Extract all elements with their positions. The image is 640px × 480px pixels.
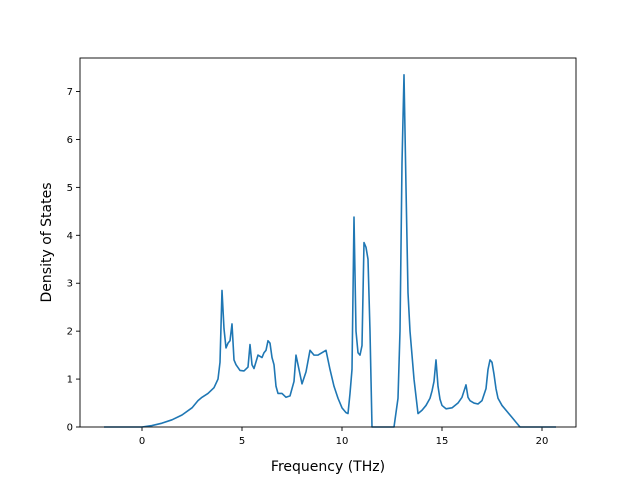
x-tick-label: 5 [239,436,245,447]
dos-series-line [104,73,556,428]
y-tick-label: 4 [67,231,73,242]
x-tick-label: 10 [336,436,349,447]
y-tick-label: 3 [67,279,73,290]
x-axis-label: Frequency (THz) [271,459,385,475]
y-axis-label: Density of States [39,183,55,303]
x-tick-label: 20 [536,436,549,447]
y-tick-label: 5 [67,183,73,194]
plot-frame [79,57,577,428]
x-tick-label: 15 [436,436,449,447]
y-tick-label: 1 [67,375,73,386]
y-axis-ticks: 0 1 2 3 4 5 6 7 [67,87,80,434]
y-tick-label: 6 [67,135,73,146]
x-tick-label: 0 [139,436,145,447]
y-tick-label: 0 [67,423,73,434]
y-tick-label: 7 [67,87,73,98]
y-tick-label: 2 [67,327,73,338]
